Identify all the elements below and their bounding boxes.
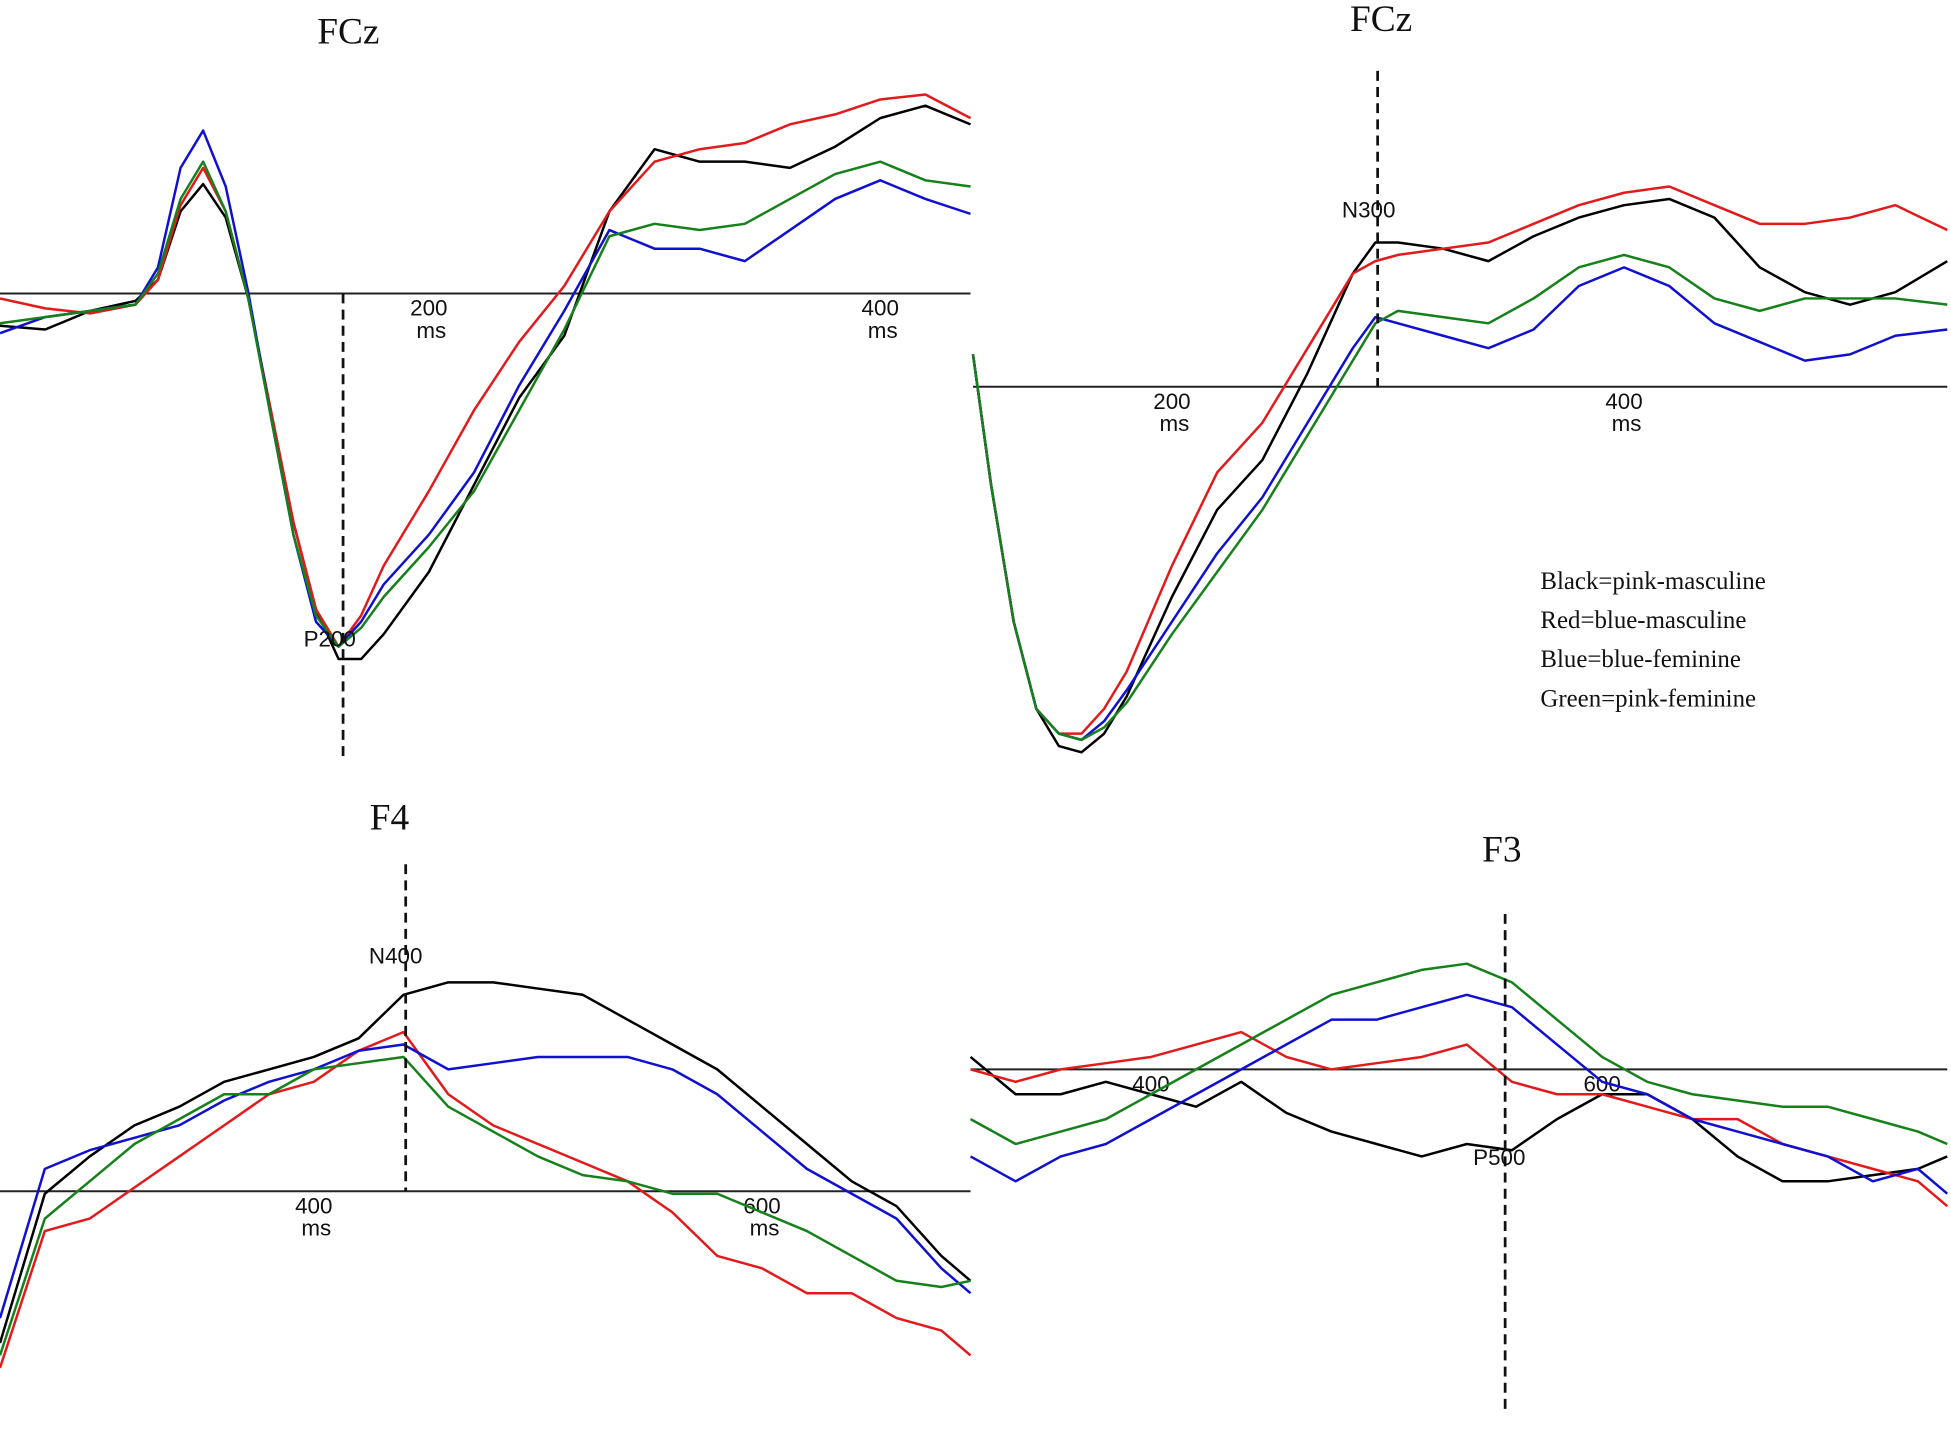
legend-entry: Blue=blue-feminine: [1540, 646, 1740, 673]
waveform: [969, 962, 1948, 1146]
waveform: [971, 266, 1948, 742]
x-unit-label: ms: [868, 318, 898, 343]
legend-entry: Red=blue-masculine: [1540, 607, 1746, 634]
waveform: [971, 185, 1948, 735]
x-tick-label: 400: [1605, 389, 1642, 414]
waveform: [0, 129, 971, 648]
x-tick-label: 600: [743, 1193, 780, 1218]
x-unit-label: ms: [416, 318, 446, 343]
x-tick-label: 400: [862, 296, 899, 321]
marker-label: P200: [304, 626, 356, 651]
panel-title: F4: [370, 797, 410, 838]
legend-entry: Black=pink-masculine: [1540, 568, 1765, 595]
x-unit-label: ms: [301, 1216, 331, 1241]
x-tick-label: 600: [1583, 1071, 1620, 1096]
x-tick-label: 400: [1132, 1071, 1169, 1096]
legend-entry: Green=pink-feminine: [1540, 685, 1756, 712]
waveform: [0, 104, 971, 661]
waveform: [969, 1055, 1948, 1183]
x-tick-label: 400: [295, 1193, 332, 1218]
x-unit-label: ms: [1612, 411, 1642, 436]
waveform: [969, 993, 1949, 1195]
x-unit-label: ms: [1160, 411, 1190, 436]
x-tick-label: 200: [410, 296, 447, 321]
waveform: [0, 160, 971, 648]
marker-label: P500: [1473, 1145, 1525, 1170]
waveform: [0, 93, 972, 648]
panel-title: FCz: [317, 11, 379, 52]
waveform: [0, 1055, 971, 1356]
marker-label: N400: [369, 943, 423, 968]
waveform: [971, 253, 1948, 742]
x-unit-label: ms: [750, 1216, 780, 1241]
waveform: [971, 197, 1948, 754]
panel-title: F3: [1482, 830, 1521, 871]
marker-label: N300: [1342, 197, 1396, 222]
x-tick-label: 200: [1153, 389, 1190, 414]
waveform: [0, 981, 972, 1344]
waveform: [0, 1030, 972, 1369]
waveform: [0, 1043, 972, 1319]
panel-title: FCz: [1350, 0, 1412, 40]
